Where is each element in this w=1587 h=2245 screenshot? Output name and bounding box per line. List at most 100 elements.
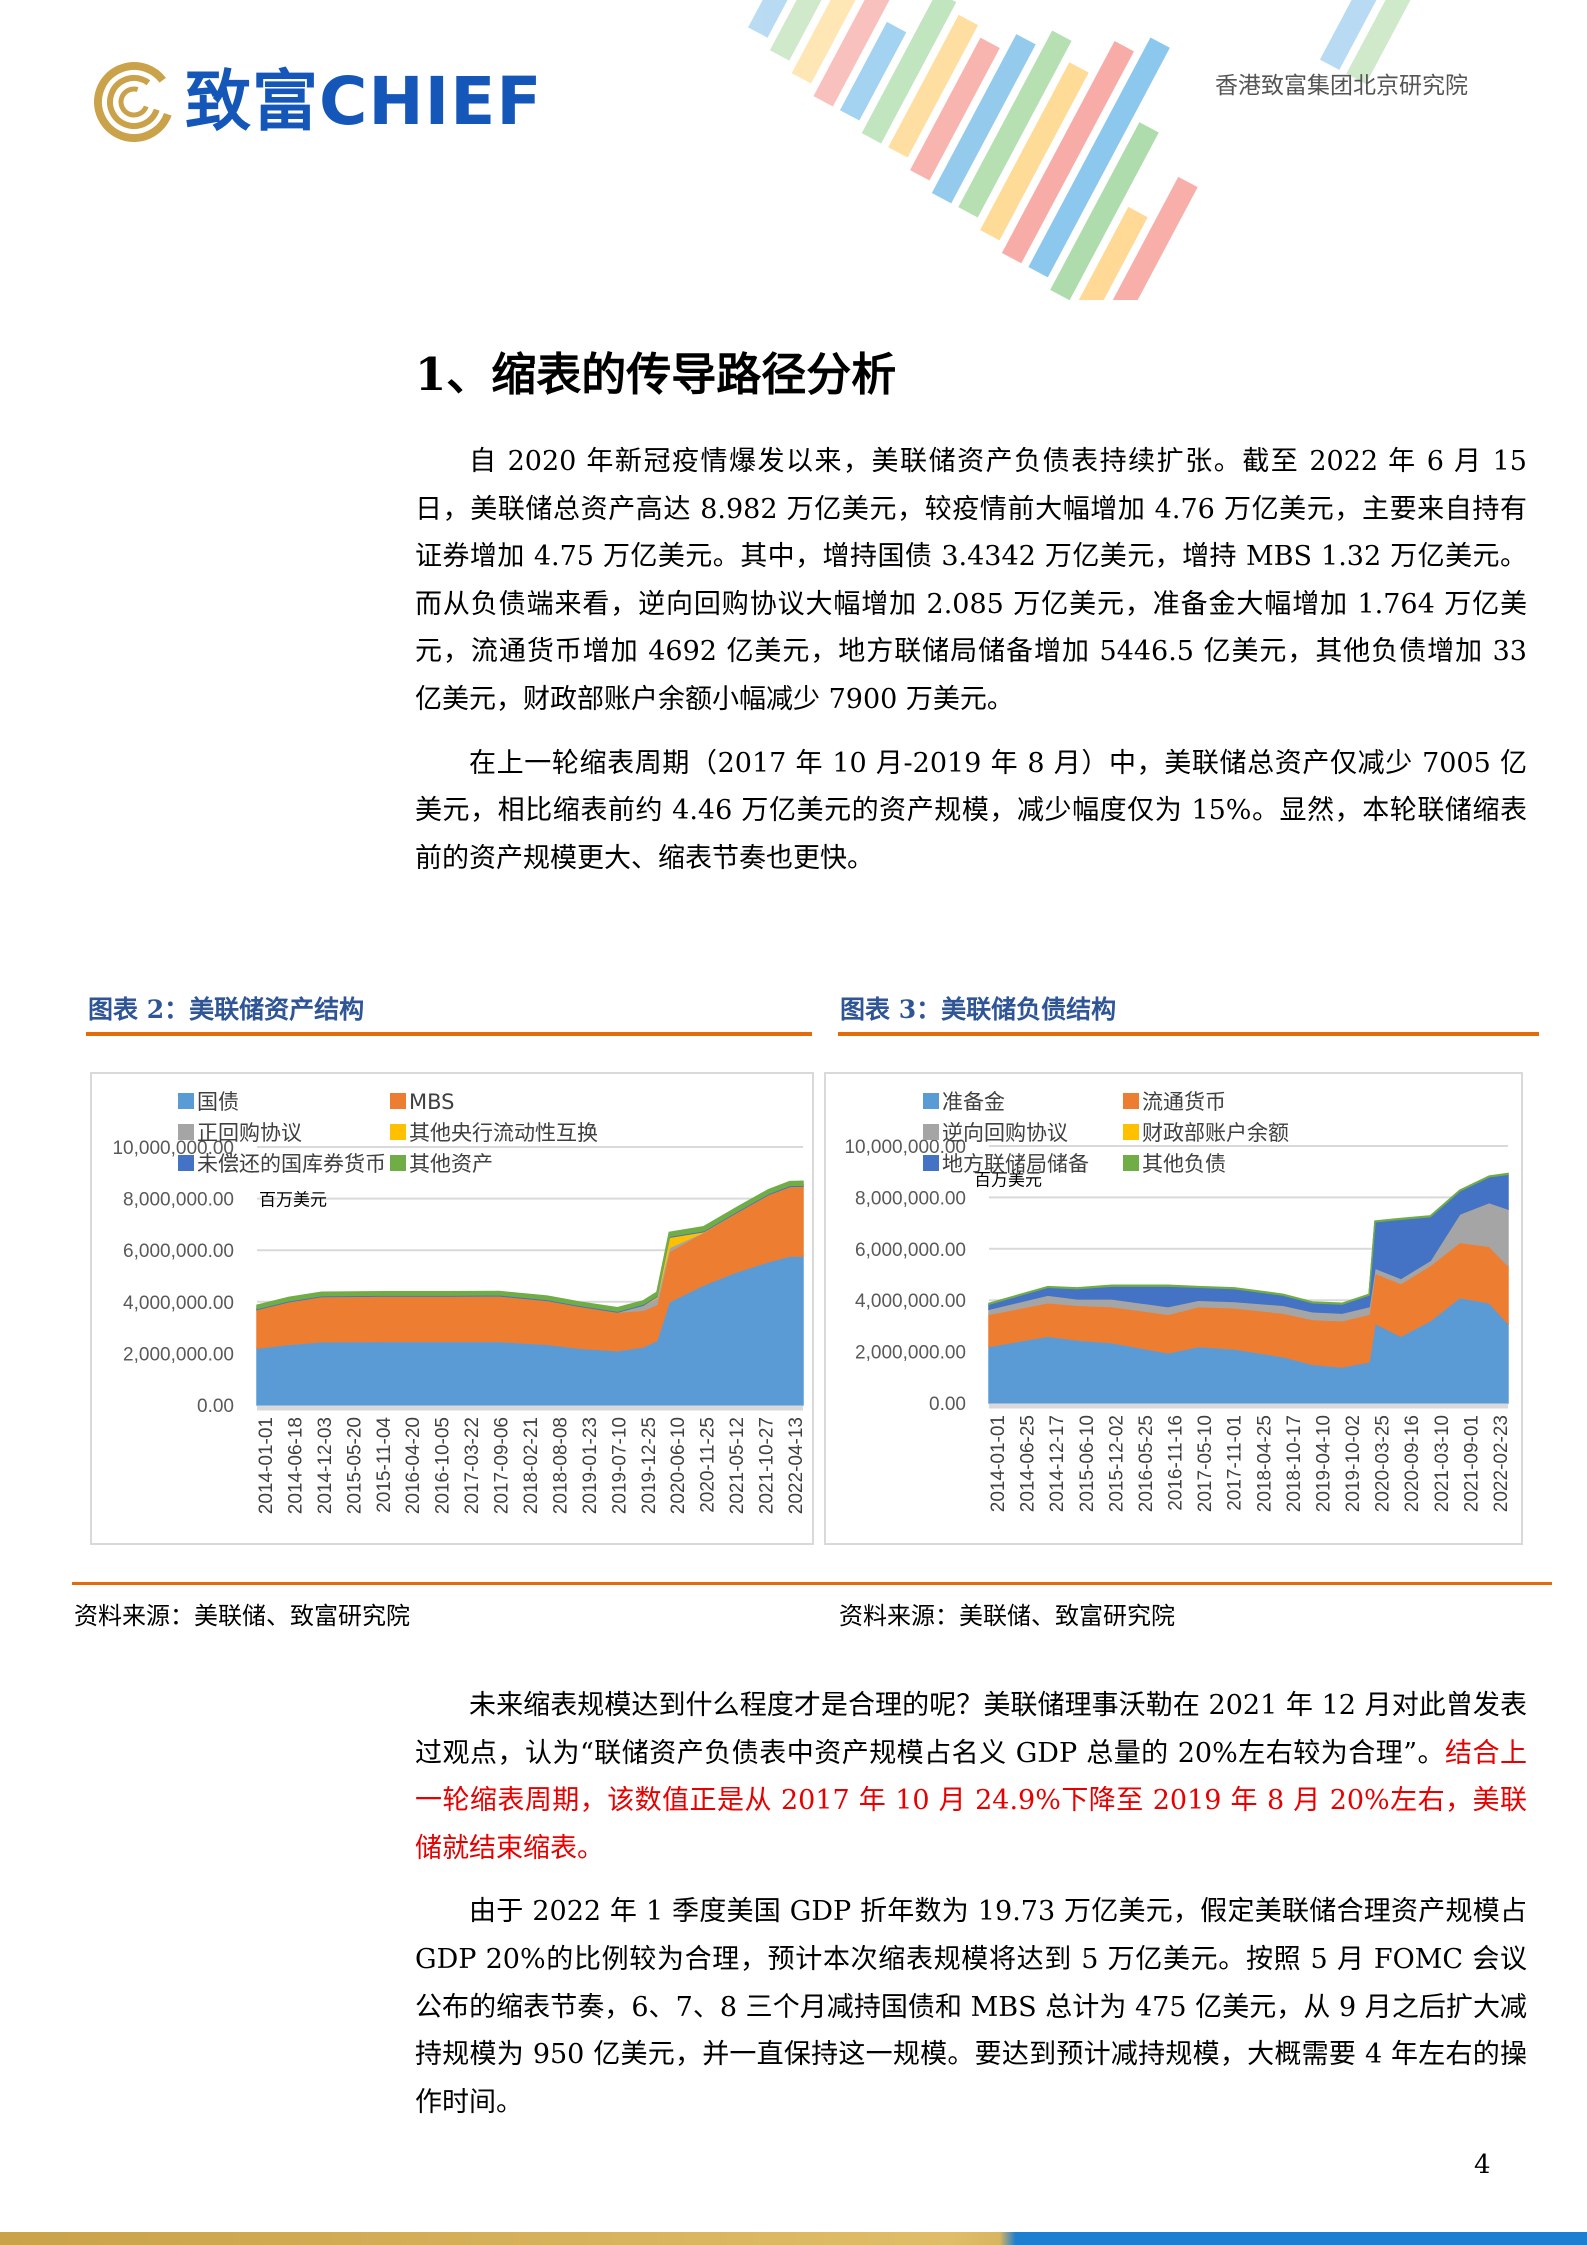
section-title: 1、缩表的传导路径分析 <box>415 348 897 401</box>
x-tick-label: 2015-05-20 <box>344 1417 365 1514</box>
unit-label: 百万美元 <box>974 1170 1042 1190</box>
legend-swatch <box>1123 1155 1139 1171</box>
unit-label: 百万美元 <box>259 1191 327 1211</box>
source-divider <box>72 1582 1552 1585</box>
legend-swatch <box>390 1155 406 1171</box>
x-tick-label: 2022-04-13 <box>786 1417 807 1514</box>
legend-swatch <box>1123 1093 1139 1109</box>
y-tick-label: 4,000,000.00 <box>855 1291 966 1312</box>
paragraph: 在上一轮缩表周期（2017 年 10 月-2019 年 8 月）中，美联储总资产… <box>415 747 1527 874</box>
legend-swatch <box>1123 1124 1139 1140</box>
legend-label: 国债 <box>197 1090 239 1114</box>
figure-2-title: 图表 2：美联储资产结构 <box>88 995 365 1024</box>
x-tick-label: 2020-11-25 <box>698 1417 719 1513</box>
figure-2-chart: 0.00 2,000,000.00 4,000,000.00 6,000,000.00… <box>90 1072 814 1545</box>
body-text-bottom: 未来缩表规模达到什么程度才是合理的呢？美联储理事沃勒在 2021 年 12 月对… <box>415 1682 1527 2126</box>
y-tick-label: 6,000,000.00 <box>855 1240 966 1261</box>
x-tick-label: 2019-01-23 <box>580 1417 601 1514</box>
legend-label: 地方联储局储备 <box>942 1152 1089 1176</box>
x-tick-label: 2017-11-01 <box>1225 1415 1246 1511</box>
y-tick-label: 8,000,000.00 <box>123 1190 234 1211</box>
legend-label: 其他负债 <box>1142 1152 1226 1176</box>
legend-swatch <box>178 1124 194 1140</box>
legend-label: 未偿还的国库券货币 <box>197 1152 386 1176</box>
area-series-其他负债 <box>988 1172 1509 1306</box>
paragraph: 由于 2022 年 1 季度美国 GDP 折年数为 19.73 万亿美元，假定美… <box>415 1896 1527 2118</box>
legend-swatch <box>923 1155 939 1171</box>
x-tick-label: 2014-06-25 <box>1018 1415 1039 1512</box>
x-tick-label: 2014-01-01 <box>256 1417 277 1514</box>
x-tick-label: 2021-09-01 <box>1461 1415 1482 1512</box>
legend-swatch <box>923 1093 939 1109</box>
x-tick-label: 2016-10-05 <box>433 1417 454 1514</box>
asset-structure-chart: 0.00 2,000,000.00 4,000,000.00 6,000,000.00… <box>112 1090 807 1514</box>
legend-swatch <box>178 1155 194 1171</box>
x-tick-label: 2021-10-27 <box>757 1417 778 1514</box>
legend-label: 其他央行流动性互换 <box>409 1121 598 1145</box>
y-tick-label: 2,000,000.00 <box>855 1343 966 1364</box>
x-tick-label: 2014-01-01 <box>988 1415 1009 1512</box>
legend-swatch <box>390 1093 406 1109</box>
header-background-chart-image <box>748 0 1432 300</box>
legend-label: 财政部账户余额 <box>1142 1121 1289 1145</box>
figure-3-title-rule <box>838 1032 1539 1036</box>
legend-label: 正回购协议 <box>197 1121 302 1145</box>
legend-label: 逆向回购协议 <box>942 1121 1068 1145</box>
x-tick-label: 2018-08-08 <box>550 1417 571 1514</box>
footer-bar <box>0 2232 1587 2245</box>
x-tick-label: 2015-12-02 <box>1106 1415 1127 1512</box>
legend-swatch <box>178 1093 194 1109</box>
x-tick-label: 2020-06-10 <box>668 1417 689 1514</box>
x-tick-label: 2021-05-12 <box>727 1417 748 1514</box>
area-series-其他资产 <box>256 1180 804 1312</box>
x-tick-label: 2018-04-25 <box>1254 1415 1275 1512</box>
x-tick-label: 2016-11-16 <box>1166 1415 1187 1511</box>
x-tick-label: 2014-12-17 <box>1047 1415 1068 1512</box>
y-tick-label: 8,000,000.00 <box>855 1188 966 1209</box>
y-tick-label: 2,000,000.00 <box>123 1344 234 1365</box>
x-tick-label: 2019-07-10 <box>609 1417 630 1514</box>
figure-3-chart: 0.00 2,000,000.00 4,000,000.00 6,000,000.00… <box>824 1072 1523 1545</box>
x-tick-label: 2020-09-16 <box>1402 1415 1423 1512</box>
x-tick-label: 2018-02-21 <box>521 1417 542 1514</box>
y-tick-label: 10,000,000.00 <box>112 1138 234 1159</box>
figure-2-title-rule <box>86 1032 812 1036</box>
x-tick-label: 2014-12-03 <box>315 1417 336 1514</box>
x-tick-label: 2015-06-10 <box>1077 1415 1098 1512</box>
x-tick-label: 2014-06-18 <box>285 1417 306 1514</box>
body-text-top: 自 2020 年新冠疫情爆发以来，美联储资产负债表持续扩张。截至 2022 年 … <box>415 438 1527 882</box>
x-tick-label: 2017-03-22 <box>462 1417 483 1514</box>
x-tick-label: 2022-02-23 <box>1491 1415 1512 1512</box>
x-tick-label: 2017-09-06 <box>492 1417 513 1514</box>
liability-structure-chart: 0.00 2,000,000.00 4,000,000.00 6,000,000.00… <box>844 1090 1512 1512</box>
x-tick-label: 2016-04-20 <box>403 1417 424 1514</box>
logo-ring-icon <box>94 62 172 142</box>
y-tick-label: 0.00 <box>929 1394 966 1415</box>
y-tick-label: 6,000,000.00 <box>123 1241 234 1262</box>
x-tick-label: 2019-04-10 <box>1313 1415 1334 1512</box>
y-tick-label: 4,000,000.00 <box>123 1293 234 1314</box>
logo-text: 致富CHIEF <box>185 63 543 140</box>
x-tick-label: 2017-05-10 <box>1195 1415 1216 1512</box>
paragraph: 自 2020 年新冠疫情爆发以来，美联储资产负债表持续扩张。截至 2022 年 … <box>415 446 1527 715</box>
legend-swatch <box>923 1124 939 1140</box>
paragraph-text: 未来缩表规模达到什么程度才是合理的呢？美联储理事沃勒在 2021 年 12 月对… <box>415 1690 1527 1769</box>
x-tick-label: 2015-11-04 <box>374 1417 395 1513</box>
figure-2-source: 资料来源：美联储、致富研究院 <box>74 1602 410 1630</box>
figure-3-source: 资料来源：美联储、致富研究院 <box>839 1602 1175 1630</box>
x-tick-label: 2019-10-02 <box>1343 1415 1364 1512</box>
highlighted-text: 结合上一轮缩表周期，该数值正是从 2017 年 10 月 24.9%下降至 20… <box>415 1737 1528 1864</box>
y-tick-label: 10,000,000.00 <box>844 1137 966 1158</box>
legend-label: MBS <box>409 1090 455 1114</box>
x-tick-label: 2019-12-25 <box>639 1417 660 1514</box>
legend-label: 流通货币 <box>1142 1090 1226 1114</box>
y-tick-label: 0.00 <box>197 1396 234 1417</box>
legend-swatch <box>390 1124 406 1140</box>
x-tick-label: 2021-03-10 <box>1432 1415 1453 1512</box>
paragraph: 未来缩表规模达到什么程度才是合理的呢？美联储理事沃勒在 2021 年 12 月对… <box>415 1682 1527 1872</box>
x-tick-label: 2016-05-25 <box>1136 1415 1157 1512</box>
legend-label: 准备金 <box>942 1090 1005 1114</box>
x-tick-label: 2020-03-25 <box>1373 1415 1394 1512</box>
institution-name: 香港致富集团北京研究院 <box>1215 73 1468 99</box>
figure-3-title: 图表 3：美联储负债结构 <box>840 995 1117 1024</box>
